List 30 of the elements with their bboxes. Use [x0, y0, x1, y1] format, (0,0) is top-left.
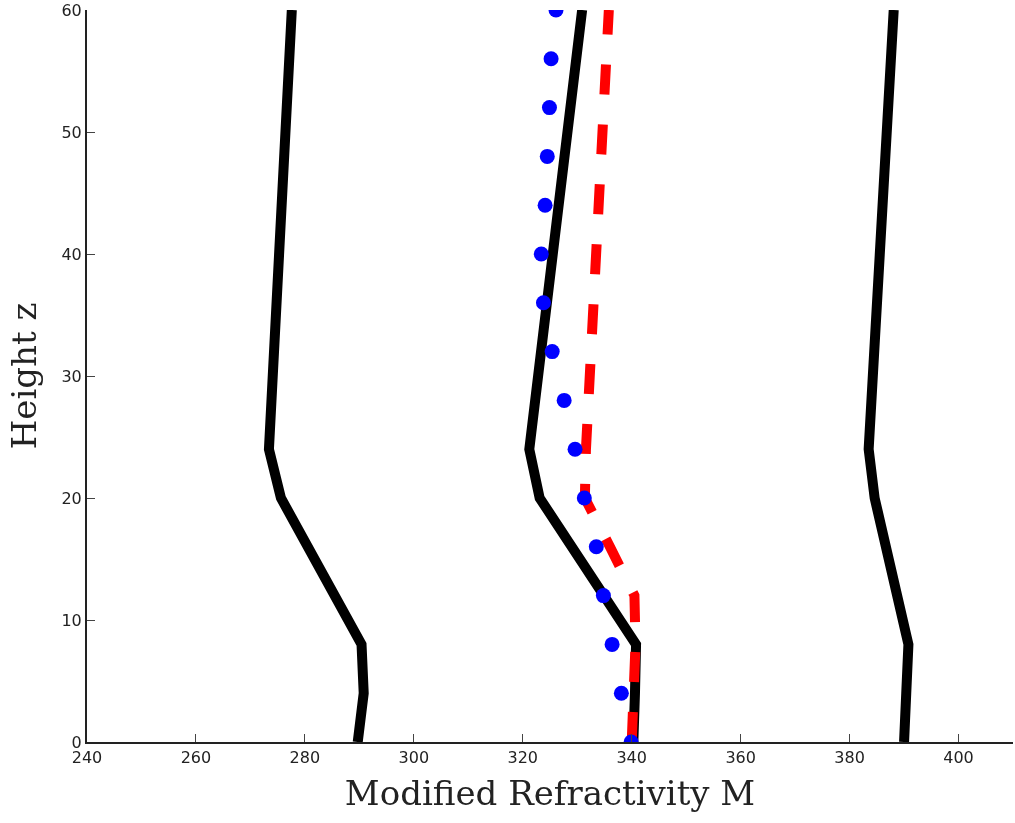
point [604, 636, 620, 652]
point [588, 539, 604, 555]
y-tick-label: 50 [61, 122, 82, 142]
y-tick-label: 40 [61, 244, 82, 264]
x-tick-label: 380 [834, 748, 865, 768]
x-tick-label: 340 [616, 748, 647, 768]
x-axis-title: Modified Refractivity M [344, 773, 756, 813]
point [544, 344, 560, 360]
x-tick-label: 400 [943, 748, 974, 768]
point [543, 51, 559, 67]
y-tick-label: 10 [61, 610, 82, 630]
point [541, 100, 557, 116]
point [537, 197, 553, 213]
x-tick-label: 260 [180, 748, 212, 768]
x-tick-label: 300 [398, 748, 430, 768]
point [595, 588, 611, 604]
point [556, 392, 572, 408]
y-tick-label: 30 [61, 366, 82, 386]
x-tick-label: 320 [507, 748, 539, 768]
y-axis-title: Height z [3, 302, 44, 450]
point [613, 685, 629, 701]
x-tick-label: 360 [725, 748, 756, 768]
y-tick-label: 20 [61, 488, 82, 508]
point [533, 246, 549, 262]
x-tick-label: 280 [289, 748, 321, 768]
point [576, 490, 592, 506]
point [539, 148, 555, 164]
y-tick-label: 60 [61, 0, 82, 20]
point [535, 295, 551, 311]
point [567, 441, 583, 457]
